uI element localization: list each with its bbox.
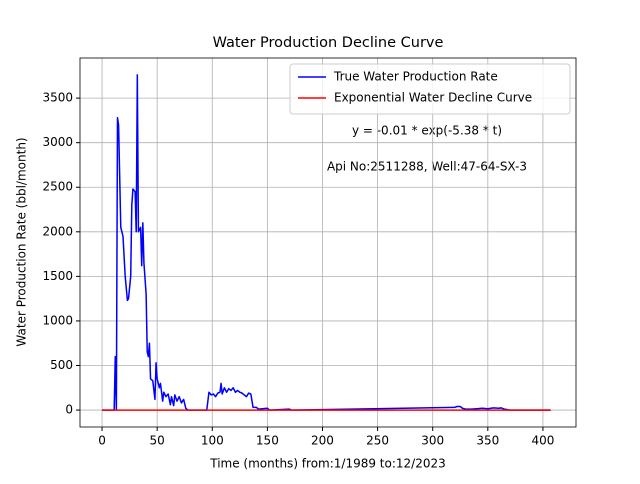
y-tick-label: 2500	[42, 180, 73, 194]
annotation: y = -0.01 * exp(-5.38 * t)	[352, 124, 502, 138]
legend-label: Exponential Water Decline Curve	[334, 91, 532, 105]
legend-label: True Water Production Rate	[333, 70, 498, 84]
x-tick-label: 150	[256, 434, 279, 448]
legend-box	[289, 63, 571, 115]
x-tick-label: 0	[98, 434, 106, 448]
y-tick-label: 1500	[42, 269, 73, 283]
x-tick-label: 250	[366, 434, 389, 448]
y-tick-label: 3000	[42, 135, 73, 149]
y-tick-label: 3500	[42, 91, 73, 105]
y-tick-label: 2000	[42, 224, 73, 238]
y-axis-label: Water Production Rate (bbl/month)	[15, 137, 29, 346]
y-tick-label: 1000	[42, 313, 73, 327]
x-tick-label: 100	[201, 434, 224, 448]
x-tick-label: 300	[421, 434, 444, 448]
plot-frame	[79, 57, 577, 428]
x-axis-label: Time (months) from:1/1989 to:12/2023	[209, 457, 446, 471]
x-tick-label: 400	[531, 434, 554, 448]
chart-title: Water Production Decline Curve	[213, 35, 444, 51]
annotation: Api No:2511288, Well:47-64-SX-3	[327, 160, 527, 174]
y-tick-label: 500	[50, 358, 73, 372]
x-tick-label: 50	[150, 434, 165, 448]
x-tick-label: 200	[311, 434, 334, 448]
y-tick-label: 0	[65, 403, 73, 417]
x-tick-label: 350	[476, 434, 499, 448]
